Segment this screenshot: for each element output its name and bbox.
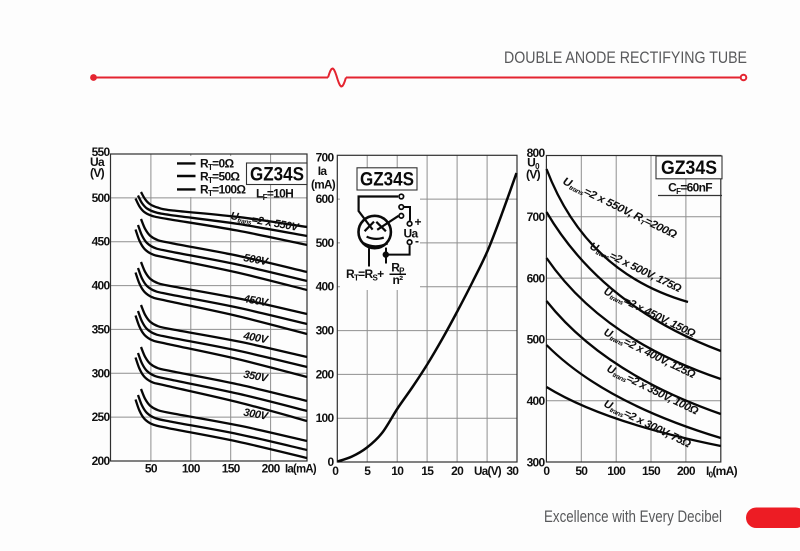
svg-text:400: 400 [92, 279, 111, 293]
svg-text:DOUBLE ANODE RECTIFYING TUBE: DOUBLE ANODE RECTIFYING TUBE [504, 49, 747, 67]
svg-text:450: 450 [92, 235, 111, 249]
svg-text:350: 350 [92, 322, 111, 336]
svg-text:Excellence with Every Decibel: Excellence with Every Decibel [544, 508, 722, 526]
svg-text:350V: 350V [242, 369, 270, 385]
svg-text:LF=10H: LF=10H [256, 187, 293, 203]
svg-text:RT=RS+: RT=RS+ [346, 267, 384, 283]
svg-text:GZ34S: GZ34S [360, 168, 414, 190]
svg-text:+: + [415, 215, 422, 229]
svg-text:100: 100 [182, 462, 201, 476]
svg-text:50: 50 [145, 462, 158, 476]
svg-text:600: 600 [316, 192, 335, 206]
svg-text:550: 550 [92, 145, 111, 159]
svg-text:400V: 400V [241, 330, 270, 347]
svg-text:100: 100 [316, 411, 335, 425]
svg-text:Ua(V): Ua(V) [474, 464, 502, 478]
svg-text:400: 400 [316, 280, 335, 294]
svg-text:100: 100 [607, 464, 626, 478]
svg-text:Ia(mA): Ia(mA) [285, 462, 317, 476]
svg-text:200: 200 [92, 454, 111, 468]
svg-text:300: 300 [92, 366, 111, 380]
svg-text:200: 200 [677, 464, 696, 478]
svg-text:(mA): (mA) [311, 178, 336, 192]
svg-text:500: 500 [527, 333, 546, 347]
svg-text:150: 150 [642, 464, 661, 478]
svg-text:700: 700 [316, 150, 335, 164]
svg-text:Ia: Ia [318, 164, 328, 178]
svg-text:700: 700 [527, 210, 546, 224]
svg-text:30: 30 [506, 464, 519, 478]
svg-text:300V: 300V [242, 407, 270, 423]
svg-text:300: 300 [316, 324, 335, 338]
svg-text:50: 50 [575, 464, 588, 478]
svg-text:800: 800 [527, 146, 546, 160]
svg-text:0: 0 [328, 455, 335, 469]
svg-text:0: 0 [543, 464, 550, 478]
svg-text:GZ34S: GZ34S [250, 164, 304, 186]
svg-text:CF=60nF: CF=60nF [668, 181, 712, 197]
svg-text:Ua: Ua [404, 227, 419, 241]
svg-text:0: 0 [332, 464, 339, 478]
svg-text:n²: n² [393, 273, 404, 287]
svg-text:200: 200 [262, 462, 281, 476]
svg-text:Ua: Ua [90, 155, 105, 169]
svg-text:GZ34S: GZ34S [661, 157, 717, 179]
svg-text:RT=100Ω: RT=100Ω [200, 183, 246, 199]
svg-text:(V): (V) [90, 166, 105, 180]
svg-text:500: 500 [316, 236, 335, 250]
svg-text:500: 500 [92, 191, 111, 205]
svg-text:500V: 500V [242, 252, 270, 268]
svg-text:200: 200 [316, 367, 335, 381]
svg-text:5: 5 [364, 464, 371, 478]
svg-text:300: 300 [527, 455, 546, 469]
svg-text:150: 150 [222, 462, 241, 476]
svg-text:10: 10 [391, 464, 404, 478]
svg-text:20: 20 [451, 464, 464, 478]
svg-text:400: 400 [527, 394, 546, 408]
svg-text:15: 15 [421, 464, 434, 478]
svg-text:250: 250 [92, 410, 111, 424]
svg-text:(V): (V) [526, 168, 541, 182]
svg-text:-: - [415, 234, 419, 248]
svg-text:600: 600 [527, 271, 546, 285]
svg-text:I0(mA): I0(mA) [706, 464, 738, 480]
svg-text:450V: 450V [241, 293, 270, 310]
svg-text:RT=0Ω: RT=0Ω [200, 157, 234, 173]
